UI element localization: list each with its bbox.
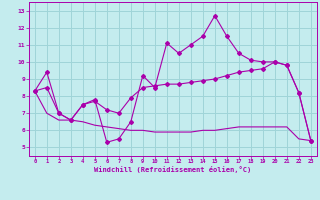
X-axis label: Windchill (Refroidissement éolien,°C): Windchill (Refroidissement éolien,°C) <box>94 166 252 173</box>
